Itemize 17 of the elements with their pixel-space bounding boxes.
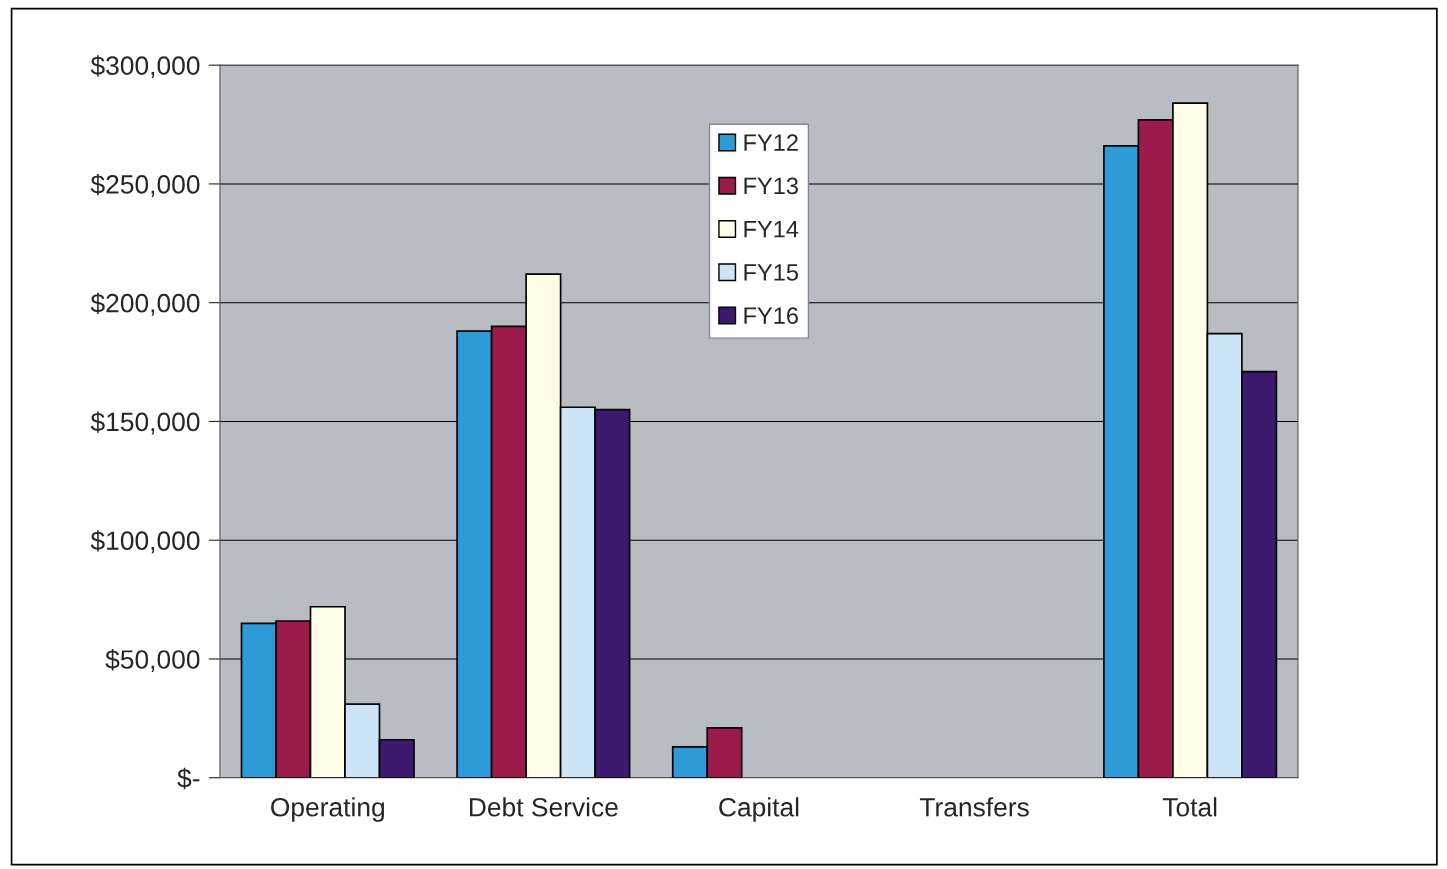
x-tick-label: Total: [1162, 797, 1217, 817]
y-tick-label: $250,000: [90, 173, 200, 197]
x-tick-label: Operating: [271, 797, 384, 822]
legend-label: FY12: [744, 134, 798, 151]
y-tick-label: $200,000: [90, 292, 200, 316]
legend-label: FY13: [744, 177, 798, 195]
x-tick-label: Debt Service: [469, 797, 618, 817]
x-tick-label: Capital: [719, 797, 799, 822]
y-tick-label: $100,000: [90, 530, 200, 554]
y-tick-label: $300,000: [90, 55, 200, 79]
legend-label: FY15: [744, 264, 798, 281]
y-tick-label: $-: [177, 767, 200, 790]
y-tick-label: $150,000: [90, 411, 200, 435]
legend-label: FY16: [744, 307, 798, 325]
legend-label: FY14: [744, 221, 799, 238]
x-tick-label: Transfers: [919, 797, 1029, 817]
y-tick-label: $50,000: [105, 649, 200, 672]
